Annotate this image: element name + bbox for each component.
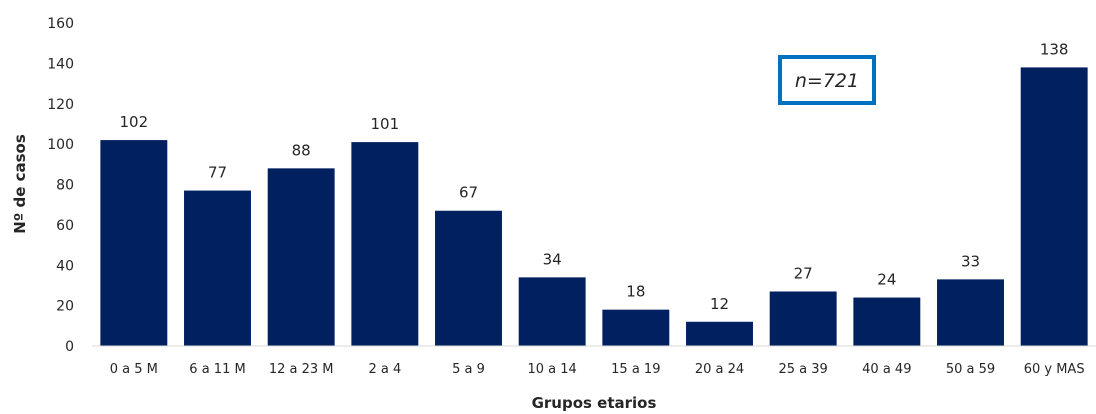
x-tick-label: 25 a 39 [779, 362, 828, 377]
x-tick-label: 12 a 23 M [269, 362, 334, 377]
bar-value-label: 88 [292, 141, 311, 159]
x-tick-label: 50 a 59 [946, 362, 995, 377]
bar-value-label: 34 [543, 250, 562, 268]
x-tick-label: 6 a 11 M [189, 362, 245, 377]
x-tick-label: 10 a 14 [528, 362, 577, 377]
x-tick-label: 40 a 49 [862, 362, 911, 377]
bar-value-label: 101 [371, 115, 400, 133]
y-tick-label: 0 [65, 339, 74, 355]
bar-value-label: 77 [208, 164, 227, 182]
bar [937, 279, 1004, 346]
bar [100, 140, 168, 346]
bar [853, 297, 921, 346]
bar [769, 291, 837, 346]
bar-value-label: 102 [120, 113, 149, 131]
x-tick-label: 0 a 5 M [110, 362, 158, 377]
bar-value-label: 18 [626, 283, 645, 301]
x-axis-title: Grupos etarios [532, 394, 657, 412]
y-tick-label: 20 [56, 299, 74, 315]
y-tick-label: 100 [47, 137, 74, 153]
bar-value-label: 27 [794, 264, 813, 282]
x-tick-label: 5 a 9 [452, 362, 485, 377]
x-tick-label: 2 a 4 [368, 362, 401, 377]
y-tick-label: 40 [56, 258, 74, 274]
bar-value-label: 24 [877, 271, 896, 289]
y-tick-label: 140 [47, 56, 74, 72]
bar [267, 168, 335, 346]
bar [1020, 67, 1088, 346]
x-axis-ticks: 0 a 5 M 6 a 11 M 12 a 23 M 2 a 4 5 a 9 10 a 1… [110, 362, 1085, 377]
n-annotation-box [778, 55, 876, 105]
y-tick-label: 60 [56, 218, 74, 234]
y-tick-label: 80 [56, 178, 74, 194]
bar [602, 309, 670, 346]
bar [184, 190, 251, 346]
x-tick-label: 15 a 19 [611, 362, 660, 377]
y-tick-label: 160 [47, 16, 74, 32]
bar-value-label: 33 [961, 252, 980, 270]
y-axis-title: Nº de casos [11, 134, 29, 234]
y-axis-ticks: 0 20 40 60 80 100 120 140 160 [47, 16, 74, 355]
x-tick-label: 20 a 24 [695, 362, 744, 377]
bar [435, 210, 502, 346]
bar [351, 142, 419, 346]
bar [686, 321, 753, 346]
x-tick-label: 60 y MAS [1024, 362, 1085, 377]
n-annotation-text: n=721 [795, 70, 859, 92]
bars-group [100, 67, 1088, 346]
y-tick-label: 120 [47, 97, 74, 113]
bar-value-label: 67 [459, 184, 478, 202]
bar [518, 277, 586, 346]
bar-value-label: 12 [710, 295, 729, 313]
n-annotation: n=721 [778, 55, 876, 105]
bar-value-label: 138 [1040, 40, 1069, 58]
data-labels-group: 102 77 88 101 67 34 18 12 27 24 33 138 [120, 40, 1069, 312]
